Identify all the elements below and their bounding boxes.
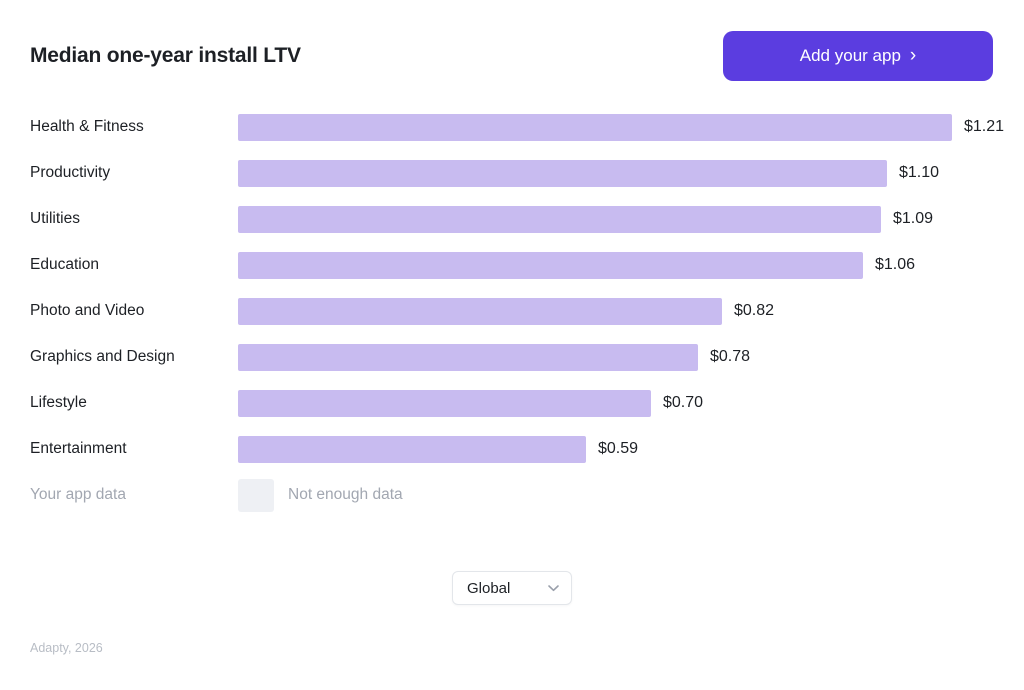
category-label: Photo and Video: [30, 302, 145, 319]
bar: [238, 343, 698, 371]
bar: [238, 435, 586, 463]
add-your-app-button[interactable]: Add your app ›: [723, 31, 993, 81]
bar: [238, 297, 722, 325]
category-label: Graphics and Design: [30, 348, 175, 365]
chart-row: Utilities $1.09: [0, 196, 1024, 242]
category-label: Entertainment: [30, 440, 127, 457]
value-label: $0.59: [598, 440, 639, 457]
chart-row: Photo and Video $0.82: [0, 288, 1024, 334]
bar: [238, 159, 887, 187]
value-label: $1.10: [899, 164, 940, 181]
chart-row: Entertainment $0.59: [0, 426, 1024, 472]
value-label: $1.21: [964, 118, 1005, 135]
no-data-swatch: [238, 478, 274, 512]
value-label: $1.06: [875, 256, 916, 273]
region-selected-value: Global: [467, 579, 511, 597]
chart-row: Productivity $1.10: [0, 150, 1024, 196]
chart-row: Graphics and Design $0.78: [0, 334, 1024, 380]
bar: [238, 251, 863, 279]
your-app-label: Your app data: [30, 486, 126, 503]
chart-row: Health & Fitness $1.21: [0, 104, 1024, 150]
value-label: $0.82: [734, 302, 775, 319]
your-app-row: Your app data Not enough data: [0, 472, 1024, 518]
value-label: $0.78: [710, 348, 751, 365]
chart-row: Education $1.06: [0, 242, 1024, 288]
region-select[interactable]: Global: [452, 571, 572, 605]
header: Median one-year install LTV Add your app…: [0, 0, 1024, 81]
category-label: Education: [30, 256, 99, 273]
category-label: Health & Fitness: [30, 118, 144, 135]
category-label: Productivity: [30, 164, 111, 181]
bar: [238, 113, 952, 141]
value-label: $1.09: [893, 210, 934, 227]
bar-rows: Health & Fitness $1.21 Productivity $1.1…: [0, 104, 1024, 472]
category-label: Utilities: [30, 210, 80, 227]
add-your-app-label: Add your app: [799, 46, 901, 65]
category-label: Lifestyle: [30, 394, 87, 411]
chevron-down-icon: [548, 584, 559, 591]
no-data-status: Not enough data: [288, 486, 403, 503]
value-label: $0.70: [663, 394, 704, 411]
ltv-benchmark-widget: Median one-year install LTV Add your app…: [0, 0, 1024, 655]
chevron-right-icon: ›: [909, 44, 917, 66]
footer-credit: Adapty, 2026: [30, 641, 103, 655]
chart-title: Median one-year install LTV: [30, 44, 301, 67]
bar: [238, 205, 881, 233]
bar: [238, 389, 651, 417]
chart-row: Lifestyle $0.70: [0, 380, 1024, 426]
bar-chart: Health & Fitness $1.21 Productivity $1.1…: [0, 104, 1024, 518]
